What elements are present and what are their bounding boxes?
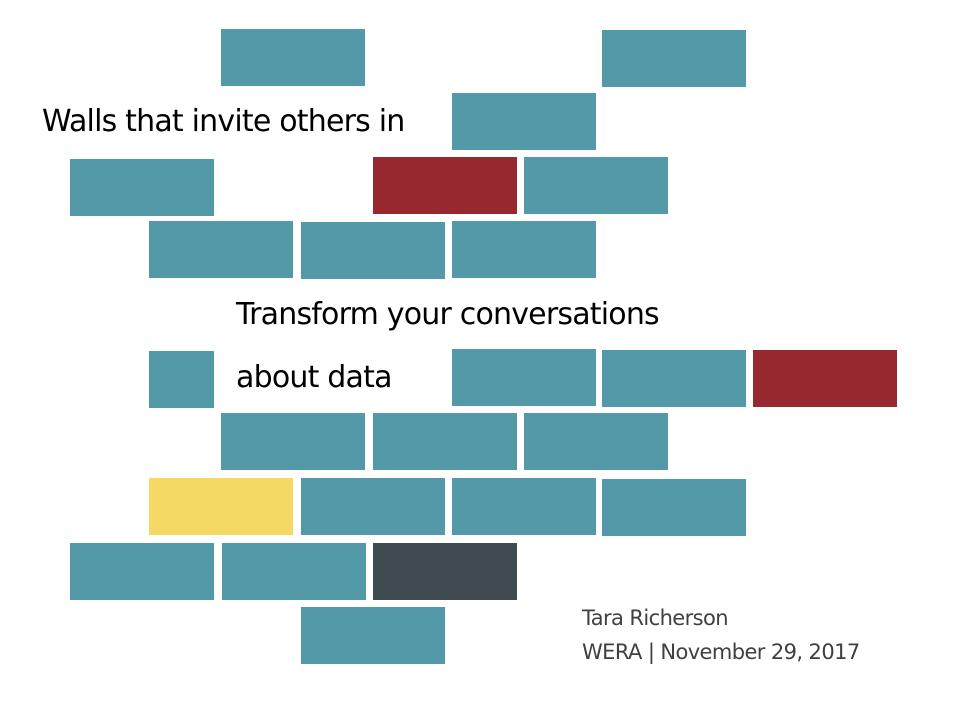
author-name: Tara Richerson <box>582 606 729 630</box>
brick-small <box>149 351 214 408</box>
brick <box>452 478 596 535</box>
brick-accent-red <box>373 157 517 214</box>
brick <box>452 349 596 406</box>
slide-subtitle-line1: Transform your conversations <box>236 297 660 332</box>
brick <box>452 221 596 278</box>
brick <box>222 543 366 600</box>
brick <box>524 157 668 214</box>
brick <box>524 413 668 470</box>
brick <box>221 413 365 470</box>
brick-accent-red <box>753 350 897 407</box>
brick-accent-dark <box>373 543 517 600</box>
brick <box>602 479 746 536</box>
brick <box>602 30 746 87</box>
event-and-date: WERA | November 29, 2017 <box>582 640 860 664</box>
brick <box>301 607 445 664</box>
brick <box>301 222 445 279</box>
brick <box>149 221 293 278</box>
slide-title: Walls that invite others in <box>42 104 405 139</box>
brick <box>602 350 746 407</box>
brick <box>221 29 365 86</box>
brick <box>452 93 596 150</box>
brick <box>70 159 214 216</box>
brick <box>373 413 517 470</box>
brick <box>70 543 214 600</box>
slide-subtitle-line2: about data <box>236 360 392 395</box>
brick-accent-yellow <box>149 478 293 535</box>
brick <box>301 478 445 535</box>
